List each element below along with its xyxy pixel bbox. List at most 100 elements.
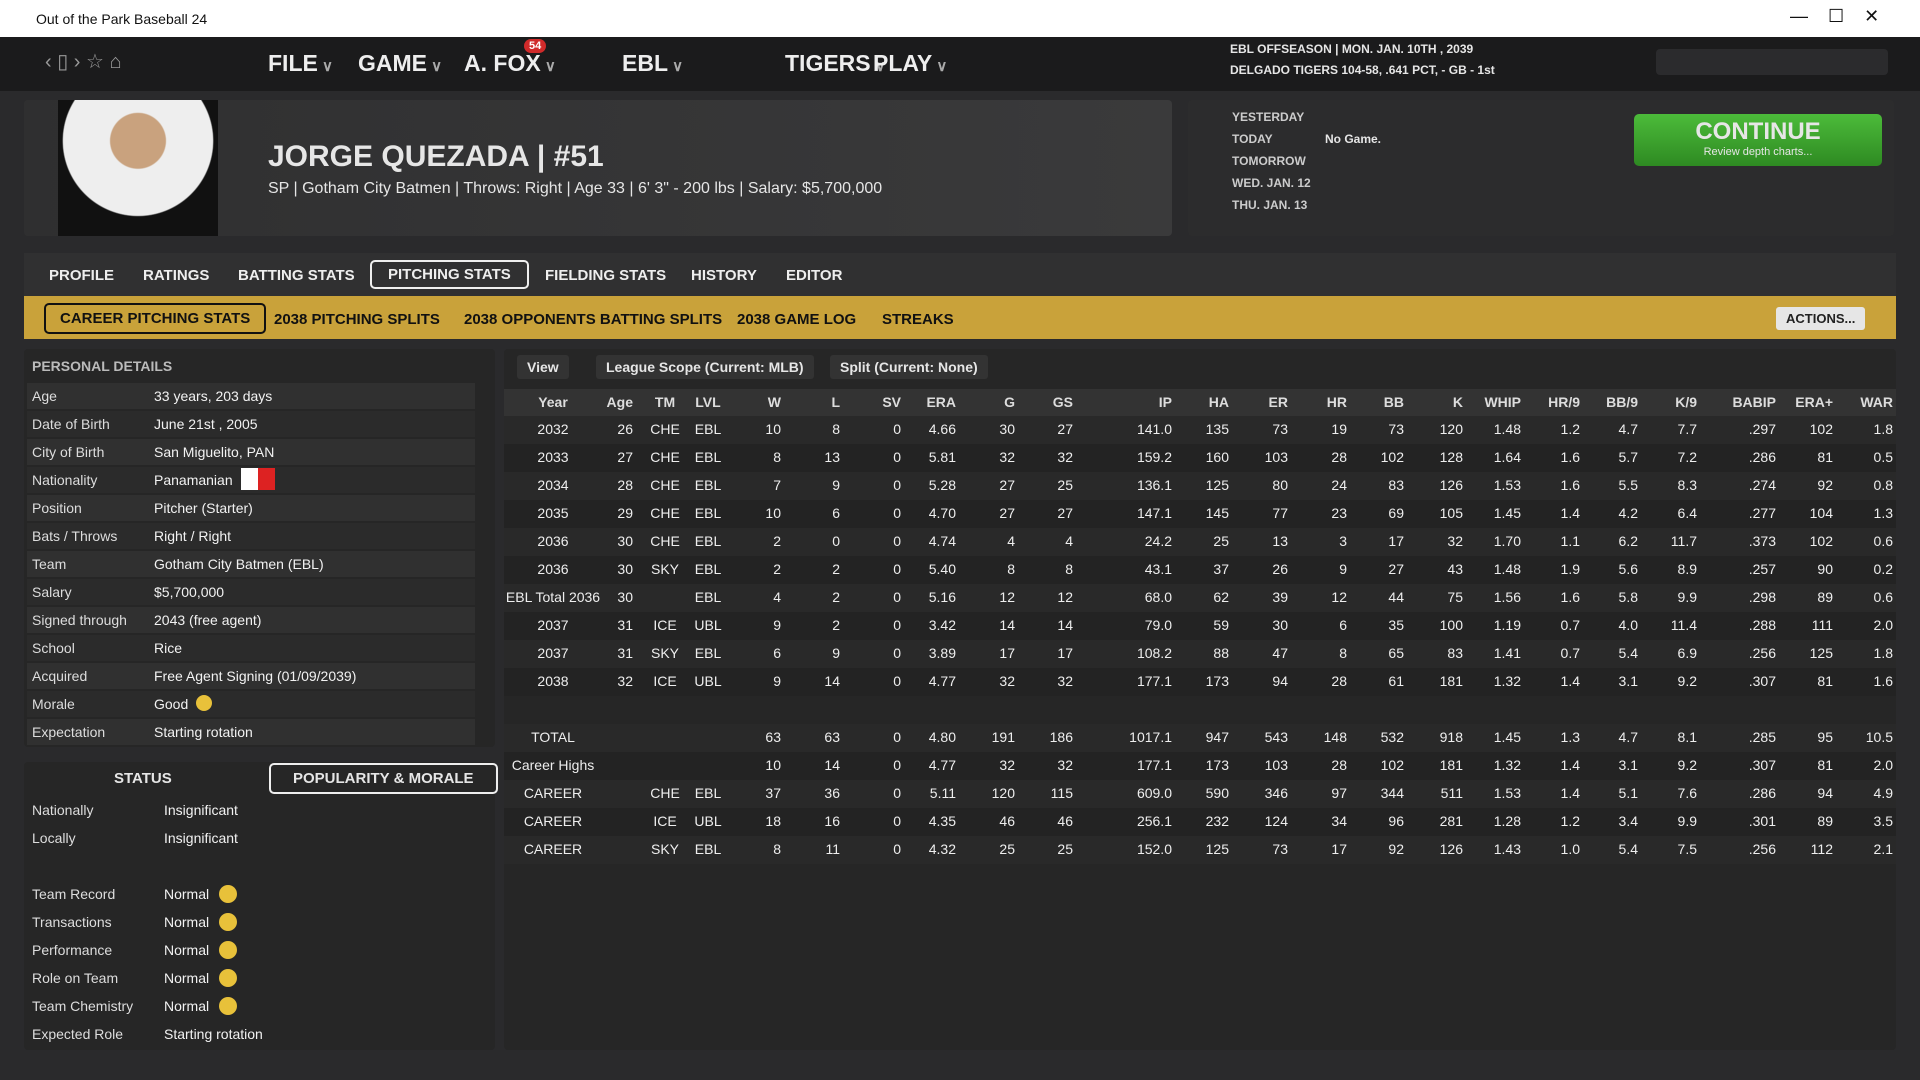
table-cell: UBL (694, 813, 722, 829)
table-cell: SKY (650, 561, 679, 577)
table-cell: 124 (1264, 813, 1288, 829)
column-header[interactable]: HA (1208, 394, 1229, 410)
table-cell: 95 (1817, 729, 1833, 745)
column-header[interactable]: TM (654, 394, 676, 410)
table-cell: 4.0 (1618, 617, 1638, 633)
column-header[interactable]: HR/9 (1548, 394, 1580, 410)
status-tab[interactable]: POPULARITY & MORALE (269, 763, 498, 794)
menu[interactable]: GAME (358, 50, 442, 77)
column-header[interactable]: G (1004, 394, 1015, 410)
column-header[interactable]: GS (1052, 394, 1073, 410)
table-cell: 79.0 (1144, 617, 1172, 633)
table-cell: 4.70 (928, 505, 956, 521)
column-header[interactable]: WAR (1860, 394, 1893, 410)
table-cell: 25 (1057, 841, 1073, 857)
table-cell: CHE (650, 477, 680, 493)
menu[interactable]: EBL (622, 50, 683, 77)
filter-dropdown[interactable]: View (517, 355, 569, 379)
table-cell: 83 (1447, 645, 1463, 661)
schedule-day: YESTERDAY (1232, 110, 1305, 124)
actions-button[interactable]: ACTIONS... (1776, 307, 1866, 330)
table-cell: 89 (1817, 813, 1833, 829)
table-cell: 3.89 (928, 645, 956, 661)
column-header[interactable]: K (1452, 394, 1463, 410)
table-cell: UBL (694, 673, 722, 689)
tab[interactable]: PITCHING STATS (370, 260, 529, 289)
tab[interactable]: EDITOR (786, 267, 843, 284)
menu[interactable]: TIGERS (785, 50, 886, 77)
subtab[interactable]: 2038 PITCHING SPLITS (274, 311, 440, 328)
filter-dropdown[interactable]: League Scope (Current: MLB) (596, 355, 814, 379)
table-cell: UBL (694, 617, 722, 633)
column-header[interactable]: BB (1383, 394, 1404, 410)
table-cell: 4.77 (928, 673, 956, 689)
column-header[interactable]: LVL (695, 394, 721, 410)
morale-icon (219, 941, 237, 959)
table-cell: 30 (617, 533, 633, 549)
status-tab[interactable]: STATUS (114, 770, 172, 787)
status-label: Role on Team (32, 970, 119, 986)
column-header[interactable]: WHIP (1484, 394, 1521, 410)
menu[interactable]: FILE (268, 50, 333, 77)
tab[interactable]: PROFILE (49, 267, 115, 284)
status-value: Insignificant (164, 802, 238, 818)
column-header[interactable]: BB/9 (1606, 394, 1638, 410)
menu[interactable]: A. FOX (464, 50, 556, 77)
column-header[interactable]: L (831, 394, 840, 410)
table-cell: 69 (1388, 505, 1404, 521)
filter-dropdown[interactable]: Split (Current: None) (830, 355, 988, 379)
detail-row (27, 411, 475, 437)
subtab[interactable]: STREAKS (882, 311, 954, 328)
table-cell: 12 (999, 589, 1015, 605)
table-cell: 105 (1439, 505, 1463, 521)
table-cell: 5.4 (1618, 645, 1638, 661)
detail-value: June 21st , 2005 (154, 416, 258, 432)
table-cell: 173 (1205, 673, 1229, 689)
column-header[interactable]: Age (606, 394, 633, 410)
table-cell: SKY (650, 841, 679, 857)
column-header[interactable]: K/9 (1675, 394, 1697, 410)
table-cell: 39 (1272, 589, 1288, 605)
detail-label: Team (32, 556, 67, 572)
detail-label: Expectation (32, 724, 106, 740)
table-cell: 2036 (537, 561, 569, 577)
column-header[interactable]: ER (1268, 394, 1288, 410)
table-cell: 6 (1339, 617, 1347, 633)
nav-buttons[interactable]: ‹ ▯ › ☆ ⌂ (45, 51, 122, 73)
table-cell: 5.5 (1618, 477, 1638, 493)
window-controls[interactable]: — ☐ ✕ (1790, 6, 1880, 26)
subtab[interactable]: 2038 GAME LOG (737, 311, 857, 328)
table-cell: 1.4 (1560, 785, 1580, 801)
column-header[interactable]: ERA+ (1795, 394, 1833, 410)
table-row (504, 640, 1896, 668)
subtab[interactable]: CAREER PITCHING STATS (44, 303, 267, 334)
tab[interactable]: HISTORY (691, 267, 757, 284)
table-cell: 3.1 (1618, 757, 1638, 773)
table-cell: 1.6 (1873, 673, 1893, 689)
detail-label: Morale (32, 696, 75, 712)
column-header[interactable]: BABIP (1732, 394, 1776, 410)
table-cell: 27 (1057, 421, 1073, 437)
column-header[interactable]: SV (882, 394, 901, 410)
table-cell: 1.2 (1560, 421, 1580, 437)
table-cell: 120 (1439, 421, 1463, 437)
table-cell: 2035 (537, 505, 569, 521)
continue-button[interactable]: CONTINUE Review depth charts... (1634, 114, 1882, 166)
table-cell: 177.1 (1136, 757, 1172, 773)
tab[interactable]: FIELDING STATS (545, 267, 667, 284)
menu[interactable]: PLAY (873, 50, 947, 77)
table-cell: 97 (1331, 785, 1347, 801)
column-header[interactable]: W (767, 394, 781, 410)
tab[interactable]: RATINGS (143, 267, 210, 284)
column-header[interactable]: Year (538, 394, 568, 410)
table-cell: 2.1 (1873, 841, 1893, 857)
table-cell: 27 (1057, 505, 1073, 521)
column-header[interactable]: HR (1326, 394, 1347, 410)
tab[interactable]: BATTING STATS (238, 267, 355, 284)
column-header[interactable]: IP (1158, 394, 1172, 410)
subtab[interactable]: 2038 OPPONENTS BATTING SPLITS (464, 311, 723, 328)
search-box[interactable] (1656, 49, 1888, 75)
column-header[interactable]: ERA (926, 394, 956, 410)
table-cell: 0.5 (1873, 449, 1893, 465)
